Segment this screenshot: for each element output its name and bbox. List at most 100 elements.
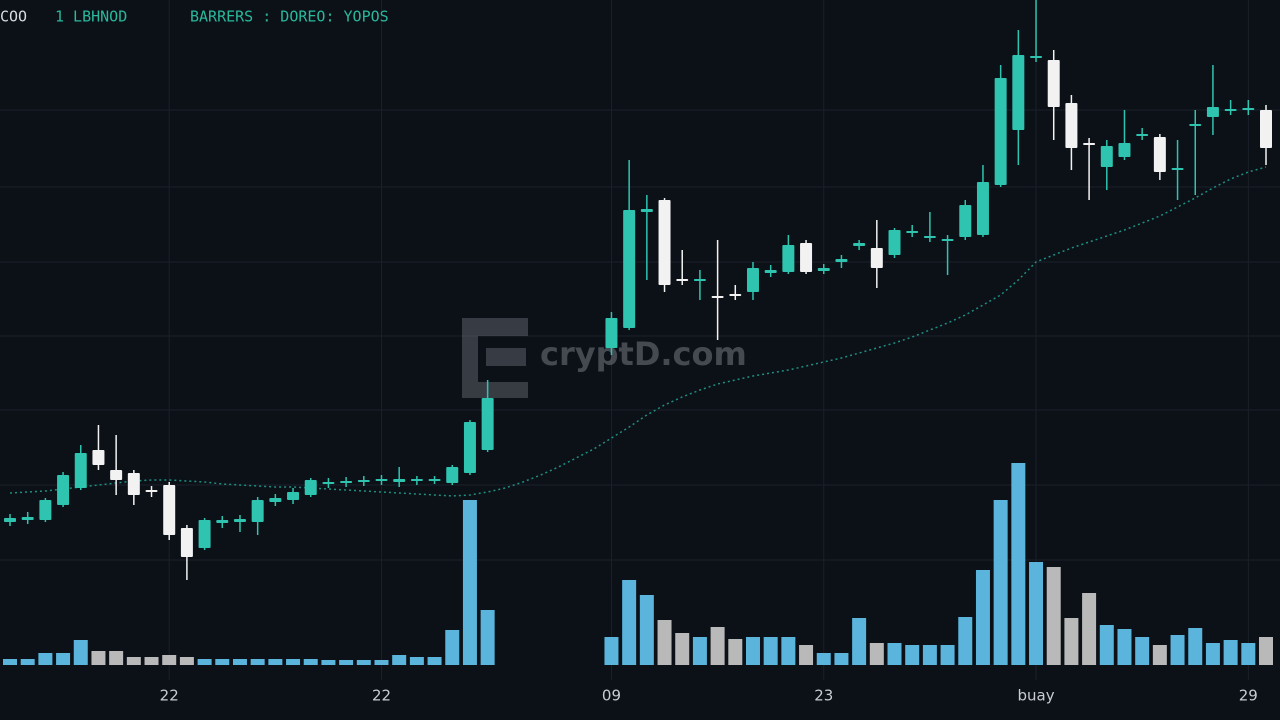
volume-bar <box>1152 645 1167 665</box>
candle-body <box>782 245 795 272</box>
candle-body <box>1118 143 1131 157</box>
volume-bar <box>834 653 849 665</box>
candle-body <box>976 182 989 235</box>
volume-bar <box>20 659 35 665</box>
x-tick-label: buay <box>1017 687 1054 705</box>
volume-bar <box>303 659 318 665</box>
candle-body <box>39 500 52 520</box>
header-symbol: COO <box>0 8 27 26</box>
candle-body <box>1206 107 1219 117</box>
volume-bar <box>268 659 283 665</box>
candle-body <box>676 279 689 281</box>
candle-body <box>1260 110 1272 148</box>
volume-bar <box>179 657 194 665</box>
volume-bar <box>445 630 460 665</box>
candle-body <box>906 231 919 233</box>
volume-bar <box>622 580 637 665</box>
grid-decoration <box>0 109 1280 561</box>
volume-bar <box>1135 637 1150 665</box>
candle-body <box>251 500 264 522</box>
volume-bar <box>1170 635 1185 665</box>
candle-body <box>1136 134 1149 136</box>
volume-bar <box>3 659 17 665</box>
candle-body <box>446 467 459 483</box>
candle-body <box>1030 56 1043 58</box>
volume-bar <box>816 653 831 665</box>
volume-bar <box>56 653 71 665</box>
candle-body <box>269 498 282 502</box>
candle-body <box>1012 55 1025 130</box>
volume-bar <box>427 657 442 665</box>
watermark-text: cryptD.com <box>540 335 747 373</box>
volume-bar <box>1205 643 1220 665</box>
watermark-logo <box>462 318 528 398</box>
candle-body <box>1171 168 1184 170</box>
volume-bar <box>1064 618 1079 665</box>
candle-body <box>1065 103 1078 148</box>
volume-bar <box>657 620 672 665</box>
volume-bar <box>1099 625 1114 665</box>
candle-body <box>92 450 105 465</box>
volume-layer <box>3 463 1273 665</box>
volume-bar <box>887 643 902 665</box>
candle-body <box>1100 146 1113 167</box>
candle-body <box>800 243 813 272</box>
volume-bar <box>1029 562 1044 665</box>
candle-body <box>287 492 300 500</box>
volume-bar <box>692 637 707 665</box>
volume-bar <box>993 500 1008 665</box>
candle-body <box>1083 143 1096 145</box>
volume-bar <box>940 645 955 665</box>
volume-bar <box>109 651 124 665</box>
volume-bar <box>1259 637 1273 665</box>
candle-body <box>198 520 211 548</box>
watermark-logo <box>486 348 526 366</box>
candle-body <box>163 485 176 535</box>
volume-bar <box>922 645 937 665</box>
volume-bar <box>728 639 743 665</box>
candle-body <box>764 270 777 273</box>
candle-body <box>853 243 866 246</box>
candle-body <box>605 318 618 348</box>
candle-body <box>74 453 87 488</box>
candle-body <box>481 398 494 450</box>
candle-body <box>216 520 229 523</box>
volume-bar <box>975 570 990 665</box>
volume-bar <box>162 655 177 665</box>
volume-bar <box>250 659 265 665</box>
volume-bar <box>232 659 247 665</box>
volume-bar <box>1117 629 1132 665</box>
ma-layer <box>9 166 1267 497</box>
candle-body <box>870 248 883 268</box>
volume-bar <box>197 659 212 665</box>
volume-bar <box>144 657 159 665</box>
volume-bar <box>745 637 760 665</box>
watermark: cryptD.com <box>462 318 747 398</box>
candle-body <box>623 210 636 328</box>
volume-bar <box>958 617 973 665</box>
volume-bar <box>374 660 389 665</box>
candle-body <box>180 528 193 557</box>
candle-body <box>817 268 830 271</box>
candle-body <box>923 236 936 238</box>
candle-body <box>1224 109 1237 111</box>
x-tick-label: 29 <box>1239 687 1258 705</box>
header-info: 1 LBHNOD <box>55 8 127 26</box>
volume-bar <box>215 659 230 665</box>
candle-layer <box>4 0 1272 580</box>
volume-bar <box>462 500 477 665</box>
candle-body <box>711 296 724 298</box>
candle-body <box>658 200 671 285</box>
volume-bar <box>38 653 53 665</box>
candle-body <box>304 480 317 495</box>
x-tick-label: 09 <box>602 687 621 705</box>
volume-bar <box>852 618 867 665</box>
candle-body <box>57 475 70 505</box>
volume-bar <box>73 640 88 665</box>
candle-body <box>393 479 406 482</box>
volume-bar <box>286 659 301 665</box>
header-info: BARRERS : DOREO: YOPOS <box>190 8 389 26</box>
candle-body <box>110 470 123 480</box>
candle-body <box>145 490 158 492</box>
